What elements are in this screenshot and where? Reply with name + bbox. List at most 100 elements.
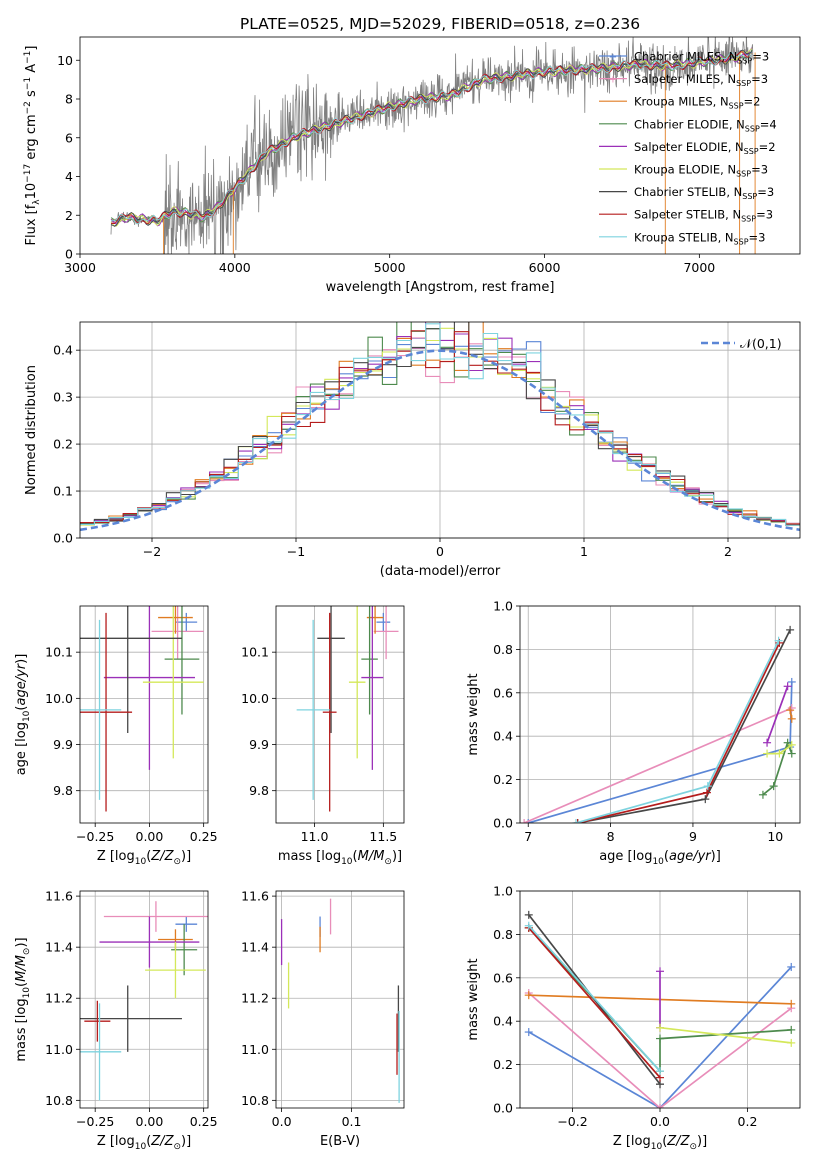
model-spectrum-line — [110, 51, 753, 225]
plot-area — [520, 625, 796, 823]
x-tick-label: 1 — [580, 544, 588, 559]
model-spectrum-line — [110, 52, 753, 225]
y-tick-label: 0.6 — [493, 685, 513, 700]
y-tick-label: 0.8 — [493, 642, 513, 657]
axes-frame — [275, 890, 405, 1109]
x-tick-label: −0.25 — [76, 1114, 114, 1129]
x-tick-label: 0.0 — [650, 1114, 670, 1129]
weight-series-line — [528, 966, 792, 1108]
x-tick-label: 0.25 — [190, 1114, 218, 1129]
y-tick-label: 10.0 — [45, 691, 73, 706]
legend-marker: + — [609, 75, 617, 86]
x-tick-label: 11.0 — [301, 829, 329, 844]
y-tick-label: 11.6 — [241, 889, 269, 904]
plot-area — [80, 606, 204, 812]
y-tick-label: 0.0 — [53, 531, 73, 546]
plot-area — [80, 901, 208, 1101]
y-tick-label: 1.0 — [493, 884, 513, 899]
y-tick-label: 9.8 — [249, 783, 269, 798]
axes-frame — [519, 890, 801, 1109]
x-axis-label: age [log10(age/yr)] — [599, 849, 721, 867]
x-axis-label: Z [log10(Z/Z⊙)] — [97, 1134, 191, 1152]
y-tick-label: 0.6 — [493, 970, 513, 985]
y-tick-label: 0.2 — [53, 437, 73, 452]
y-tick-label: 0.4 — [53, 343, 73, 358]
legend-entry: Salpeter ELODIE, NSSP=2 — [634, 140, 776, 156]
x-tick-label: 6000 — [529, 260, 561, 275]
axes-frame — [79, 36, 801, 255]
y-tick-label: 0.2 — [493, 1057, 513, 1072]
y-tick-label: 11.2 — [241, 991, 269, 1006]
x-tick-label: 3000 — [64, 260, 96, 275]
y-tick-label: 11.0 — [45, 1042, 73, 1057]
y-tick-label: 0.0 — [493, 1101, 513, 1116]
legend-entry: Salpeter MILES, NSSP=3 — [634, 72, 768, 88]
y-tick-label: 10 — [57, 53, 73, 68]
y-tick-label: 0.4 — [493, 1014, 513, 1029]
y-axis-label: mass weight — [466, 958, 481, 1040]
chart-age-vs-mass: 11.0 11.5 9.8 9.9 10.0 10.1 mass [log10(M/M⊙)] — [241, 605, 405, 867]
y-tick-label: 11.4 — [241, 940, 269, 955]
y-tick-label: 11.2 — [45, 991, 73, 1006]
plot-area — [80, 322, 800, 532]
x-tick-label: 5000 — [374, 260, 406, 275]
y-tick-label: 2 — [65, 208, 73, 223]
x-tick-label: 0.0 — [272, 1114, 292, 1129]
x-tick-label: 0.2 — [738, 1114, 758, 1129]
y-tick-label: 10.8 — [241, 1093, 269, 1108]
legend-entry: Kroupa STELIB, NSSP=3 — [634, 230, 765, 246]
x-axis-label: Z [log10(Z/Z⊙)] — [613, 1134, 707, 1152]
axes-frame — [519, 605, 801, 824]
x-tick-label: 0.1 — [342, 1114, 362, 1129]
legend-entry: 𝒩(0,1) — [740, 336, 782, 351]
normal-curve-line — [80, 349, 800, 532]
x-tick-label: 8 — [607, 829, 615, 844]
y-tick-label: 0.3 — [53, 390, 73, 405]
weight-series-line — [523, 707, 793, 823]
y-tick-label: 0.1 — [53, 484, 73, 499]
legend-entry: Chabrier MILES, NSSP=3 — [634, 50, 769, 66]
chart-mass-vs-EBV: 0.0 0.1 10.8 11.0 11.2 11.4 11.6 E(B-V) — [241, 889, 405, 1149]
y-tick-label: 0.2 — [493, 772, 513, 787]
axes-frame — [79, 605, 209, 824]
y-tick-label: 10.1 — [241, 645, 269, 660]
residual-histogram — [80, 323, 800, 526]
weight-series-line — [528, 927, 661, 1079]
y-tick-label: 0 — [65, 247, 73, 262]
y-tick-label: 9.9 — [53, 737, 73, 752]
plot-area — [296, 606, 399, 812]
x-tick-label: 4000 — [219, 260, 251, 275]
plot-area — [280, 898, 400, 1103]
x-tick-label: 9 — [689, 829, 697, 844]
legend-marker: + — [609, 52, 617, 63]
legend-entry: Kroupa ELODIE, NSSP=3 — [634, 163, 768, 179]
axes-frame — [275, 605, 405, 824]
y-tick-label: 6 — [65, 130, 73, 145]
chart-residuals: −2 −1 0 1 2 0.0 0.1 0.2 0.3 0.4 (data-model)/error… — [24, 321, 801, 579]
x-tick-label: 11.5 — [369, 829, 397, 844]
y-tick-label: 10.0 — [241, 691, 269, 706]
model-spectrum-line — [110, 47, 753, 227]
plot-area — [524, 910, 796, 1108]
x-tick-label: 0 — [436, 544, 444, 559]
x-axis-label: (data-model)/error — [380, 564, 501, 579]
figure-title: PLATE=0525, MJD=52029, FIBERID=0518, z=0… — [240, 15, 640, 33]
weight-series-line — [528, 992, 792, 1108]
y-axis-label: Normed distribution — [24, 365, 39, 495]
y-tick-label: 10.8 — [45, 1093, 73, 1108]
plot-area — [110, 37, 756, 254]
chart-age-vs-Z: −0.25 0.00 0.25 9.8 9.9 10.0 10.1 Z [log10(Z/Z⊙… — [14, 605, 218, 867]
chart-weight-vs-age: 7 8 9 10 0.0 0.2 0.4 0.6 0.8 1.0 age [log10(age/yr… — [466, 599, 801, 867]
y-tick-label: 9.8 — [53, 783, 73, 798]
x-tick-label: −2 — [143, 544, 161, 559]
weight-series-line — [659, 1026, 792, 1044]
x-tick-label: 7000 — [683, 260, 715, 275]
model-spectrum-line — [110, 48, 753, 227]
x-tick-label: 0.00 — [136, 829, 164, 844]
y-axis-label: mass weight — [466, 673, 481, 755]
weight-series-line — [762, 740, 793, 796]
x-tick-label: −0.25 — [76, 829, 114, 844]
chart-mass-vs-Z: −0.25 0.00 0.25 10.8 11.0 11.2 11.4 11.6 Z [log1… — [14, 889, 218, 1152]
y-tick-label: 11.0 — [241, 1042, 269, 1057]
